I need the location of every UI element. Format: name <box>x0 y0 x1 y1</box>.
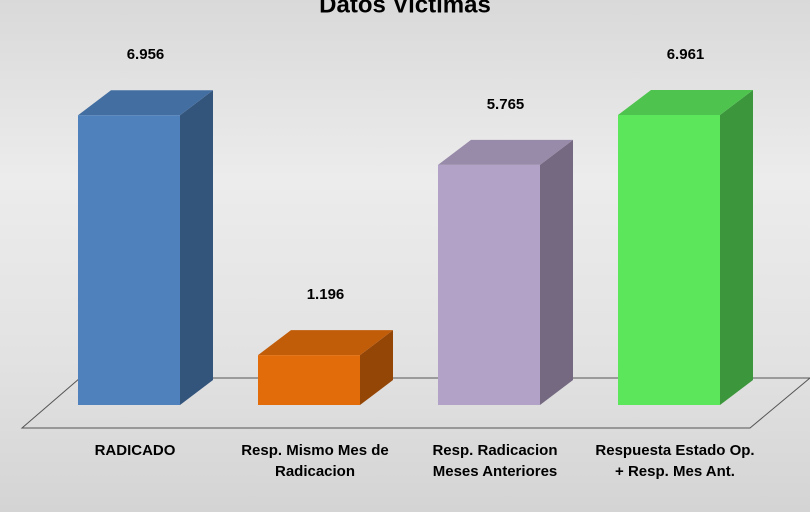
bar-side <box>180 90 213 405</box>
bar-front <box>78 115 180 405</box>
chart-title: Datos Victimas <box>319 0 491 18</box>
value-label: 6.961 <box>667 46 705 63</box>
x-tick-label: Respuesta Estado Op. + Resp. Mes Ant. <box>590 440 760 482</box>
x-tick-label: Resp. Mismo Mes de Radicacion <box>230 440 400 482</box>
bar <box>258 330 393 405</box>
bar <box>618 90 753 405</box>
bar-side <box>540 140 573 405</box>
x-tick-label: Resp. Radicacion Meses Anteriores <box>410 440 580 482</box>
bar <box>438 140 573 405</box>
chart-svg: Datos Victimas 6.956 1.196 5.765 6.961 <box>0 0 810 512</box>
bar <box>78 90 213 405</box>
value-label: 6.956 <box>127 46 165 63</box>
bar-front <box>438 165 540 405</box>
bar-front <box>258 355 360 405</box>
chart: Datos Victimas 6.956 1.196 5.765 6.961 RADI… <box>0 0 810 512</box>
bar-side <box>720 90 753 405</box>
x-tick-label: RADICADO <box>50 440 220 461</box>
bar-front <box>618 115 720 405</box>
value-label: 5.765 <box>487 96 525 113</box>
value-label: 1.196 <box>307 286 345 303</box>
